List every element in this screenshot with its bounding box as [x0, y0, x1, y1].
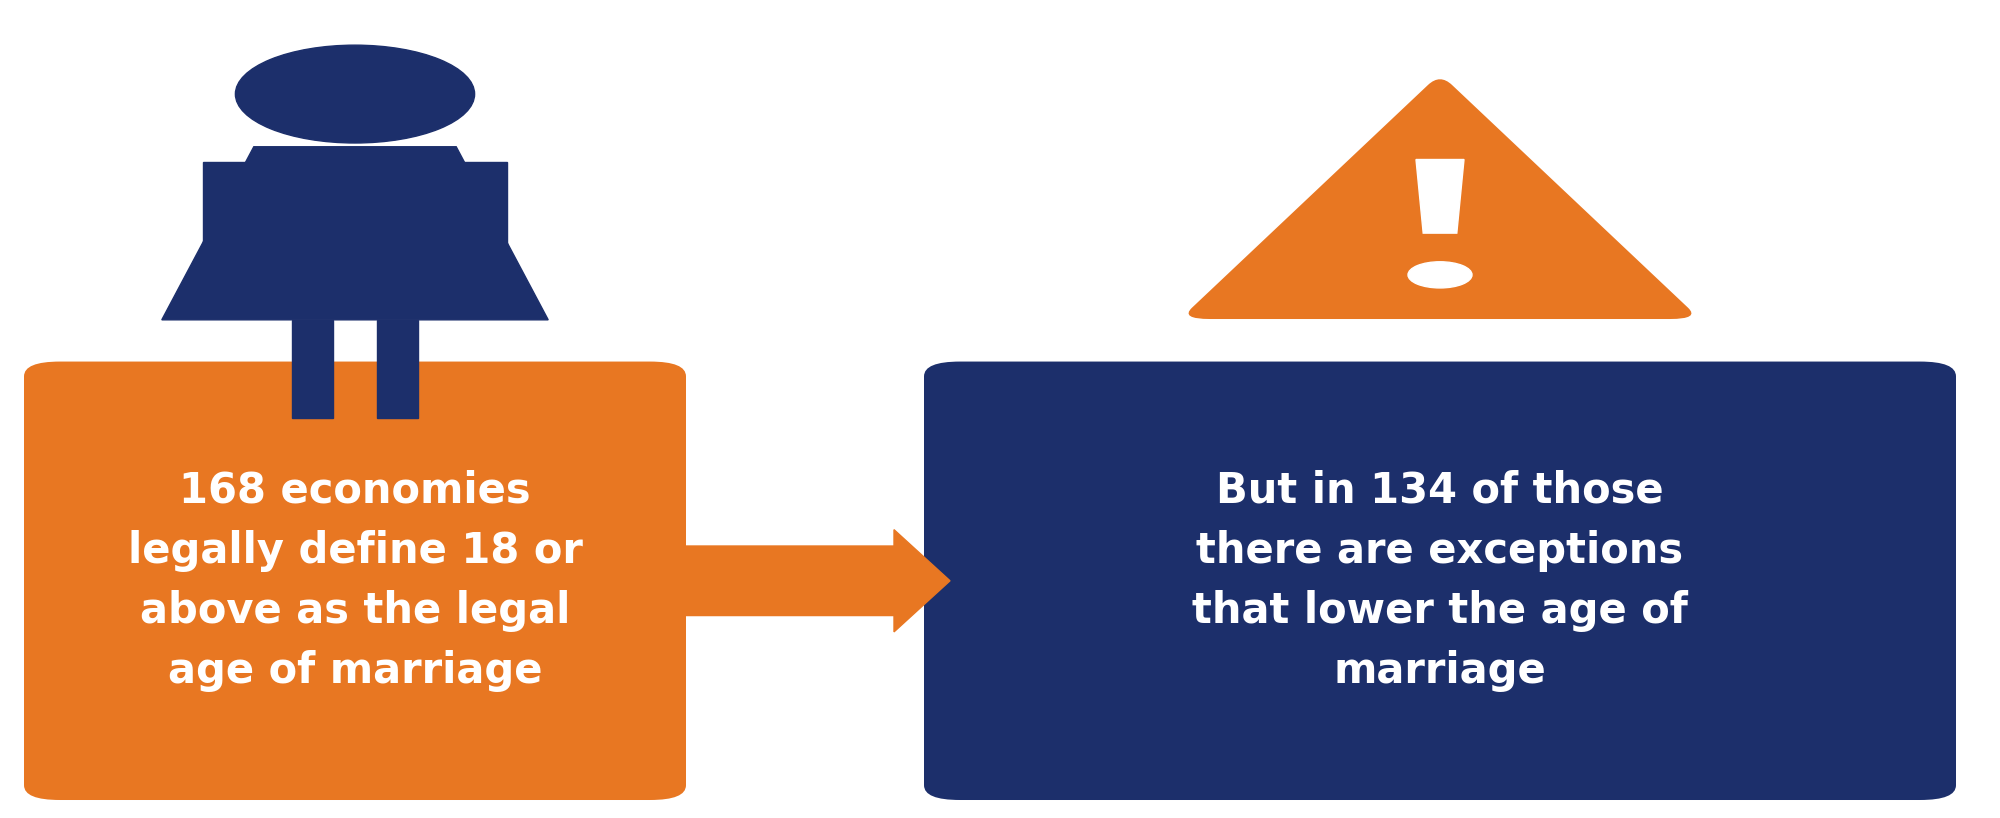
- Polygon shape: [204, 162, 286, 259]
- Polygon shape: [162, 146, 548, 320]
- Polygon shape: [292, 320, 332, 418]
- FancyBboxPatch shape: [24, 362, 686, 800]
- Circle shape: [236, 45, 474, 143]
- Polygon shape: [424, 162, 506, 259]
- Text: 168 economies
legally define 18 or
above as the legal
age of marriage: 168 economies legally define 18 or above…: [128, 470, 582, 692]
- Polygon shape: [378, 320, 418, 418]
- PathPatch shape: [1188, 79, 1692, 319]
- FancyBboxPatch shape: [924, 362, 1956, 800]
- Circle shape: [1408, 262, 1472, 288]
- FancyArrow shape: [660, 530, 950, 632]
- Text: But in 134 of those
there are exceptions
that lower the age of
marriage: But in 134 of those there are exceptions…: [1192, 470, 1688, 692]
- Polygon shape: [1416, 160, 1464, 233]
